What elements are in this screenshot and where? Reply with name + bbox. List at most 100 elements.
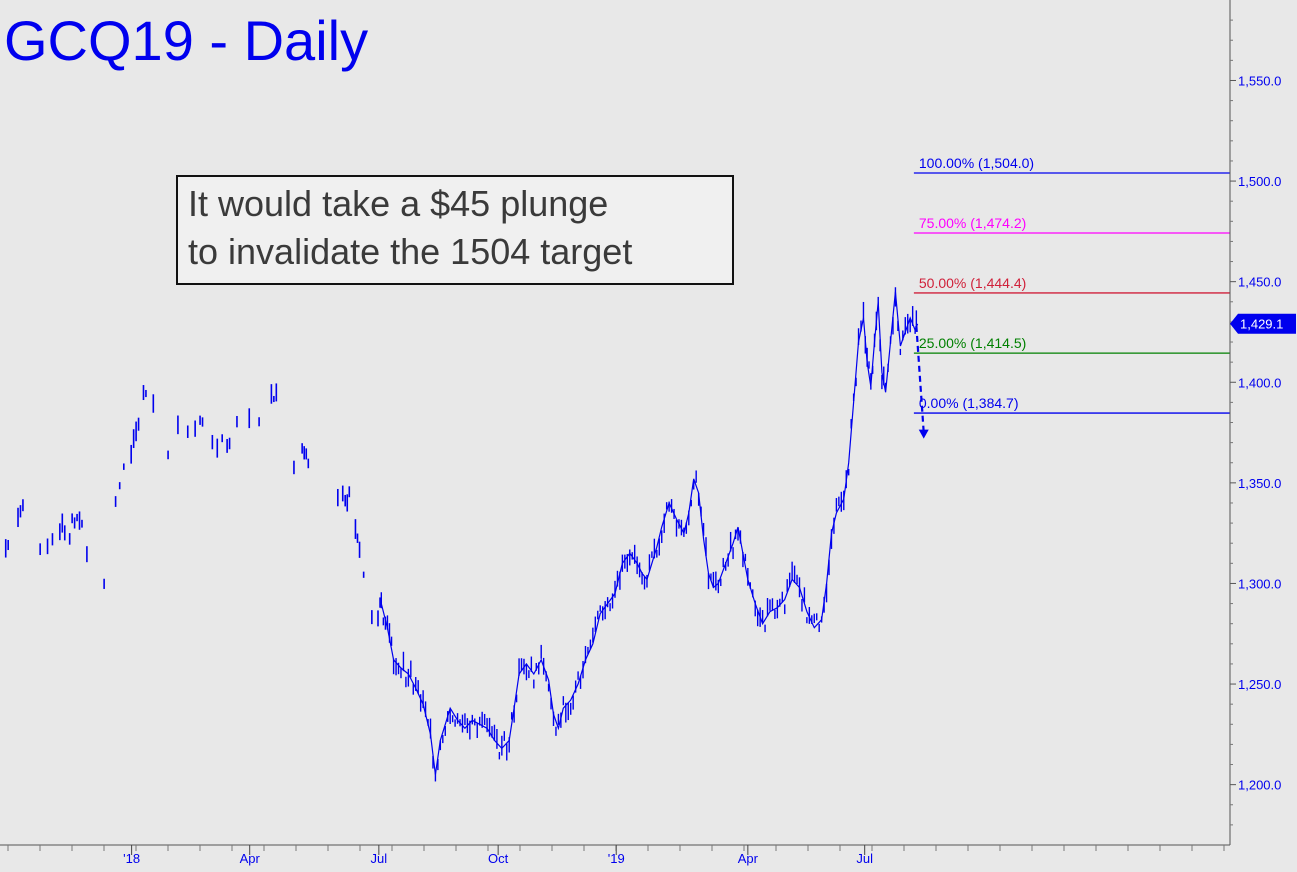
price-bar: [63, 525, 66, 541]
price-bar: [293, 460, 295, 475]
price-bar: [362, 571, 365, 578]
price-bar: [199, 415, 201, 425]
x-axis: '18 Apr Jul Oct '19 Apr Jul: [7, 845, 1225, 866]
price-bar: [301, 443, 303, 454]
price-bar: [221, 434, 223, 443]
price-bar: [39, 543, 41, 556]
price-bar: [142, 385, 145, 401]
price-bar: [59, 523, 61, 541]
price-bar: [132, 429, 135, 449]
price-bar: [76, 513, 78, 522]
price-bar: [73, 517, 76, 529]
fib-label: 25.00% (1,414.5): [919, 335, 1026, 351]
chart-title: GCQ19 - Daily: [4, 9, 368, 72]
x-tick-label: Jul: [856, 851, 873, 866]
price-bar: [356, 533, 359, 543]
x-tick-label: '19: [608, 851, 625, 866]
y-tick-label: 1,450.0: [1238, 275, 1281, 290]
price-trace: [380, 291, 919, 775]
x-tick-label: Oct: [488, 851, 509, 866]
price-bar: [228, 437, 231, 450]
price-bar: [341, 485, 344, 502]
price-bar: [123, 463, 125, 470]
price-bar: [216, 438, 219, 458]
price-bar: [81, 519, 83, 528]
x-tick-label: Apr: [738, 851, 759, 866]
fib-label: 75.00% (1,474.2): [919, 215, 1026, 231]
annotation-line-1: It would take a $45 plunge: [188, 183, 608, 224]
price-bar: [68, 533, 71, 545]
price-bar: [248, 408, 251, 429]
price-series: [4, 287, 919, 782]
fib-label: 0.00% (1,384.7): [919, 395, 1019, 411]
annotation-frame: [176, 175, 734, 285]
price-bar: [348, 486, 351, 498]
price-bar: [78, 511, 81, 530]
fib-label: 50.00% (1,444.4): [919, 275, 1026, 291]
price-bar: [137, 417, 140, 431]
price-bar: [152, 394, 155, 413]
last-price-tag: 1,429.1: [1230, 313, 1296, 334]
price-bar: [275, 383, 278, 402]
price-bar: [71, 513, 73, 524]
price-bar: [307, 458, 310, 469]
x-tick-label: Jul: [371, 851, 388, 866]
price-bar: [270, 384, 273, 404]
price-bar: [371, 610, 373, 625]
y-tick-label: 1,550.0: [1238, 73, 1281, 88]
fib-label: 100.00% (1,504.0): [919, 155, 1034, 171]
price-bar: [194, 420, 196, 437]
price-bar: [177, 415, 179, 435]
y-tick-label: 1,200.0: [1238, 778, 1281, 793]
price-bar: [344, 494, 346, 507]
price-bar: [22, 499, 24, 512]
price-bar: [211, 434, 214, 450]
price-bar: [51, 533, 54, 546]
y-tick-label: 1,400.0: [1238, 375, 1281, 390]
price-bar: [103, 578, 105, 589]
last-price-badge: [1230, 313, 1296, 334]
projection-dash: [915, 325, 925, 433]
price-bar: [226, 438, 228, 453]
x-tick-label: Apr: [240, 851, 261, 866]
price-bar: [201, 417, 204, 427]
price-bar: [358, 541, 361, 558]
price-bar: [86, 546, 88, 563]
annotation-line-2: to invalidate the 1504 target: [188, 231, 632, 272]
y-axis: 1,200.0 1,250.0 1,300.0 1,350.0 1,400.0 1,450…: [1230, 19, 1281, 826]
y-tick-label: 1,500.0: [1238, 174, 1281, 189]
projection-arrowhead: [918, 429, 929, 439]
price-bar: [46, 538, 49, 555]
last-price-label: 1,429.1: [1240, 317, 1283, 332]
price-bar: [273, 395, 275, 403]
y-tick-label: 1,250.0: [1238, 677, 1281, 692]
price-bar: [7, 539, 9, 551]
price-bar: [61, 513, 64, 533]
x-tick-label: '18: [123, 851, 140, 866]
price-bar: [4, 539, 7, 558]
price-bar: [114, 496, 117, 507]
price-bar: [118, 482, 121, 490]
price-bar: [377, 610, 379, 627]
price-bar: [258, 417, 260, 427]
fibonacci-levels: 100.00% (1,504.0) 75.00% (1,474.2) 50.00% …: [913, 155, 1230, 414]
price-bar: [354, 519, 357, 539]
price-bar: [337, 488, 339, 507]
price-bar: [135, 421, 137, 442]
projection-arrow: [915, 325, 929, 439]
price-bar: [305, 448, 308, 460]
price-bar: [303, 446, 305, 460]
price-bar: [379, 597, 381, 608]
price-bar: [186, 425, 189, 438]
price-bar: [167, 450, 169, 460]
price-bar: [346, 494, 349, 512]
y-tick-label: 1,300.0: [1238, 576, 1281, 591]
price-bar: [130, 444, 132, 464]
annotation-box: It would take a $45 plunge to invalidate…: [176, 175, 734, 285]
price-bar: [19, 505, 22, 518]
price-bar: [236, 415, 238, 428]
y-tick-label: 1,350.0: [1238, 476, 1281, 491]
